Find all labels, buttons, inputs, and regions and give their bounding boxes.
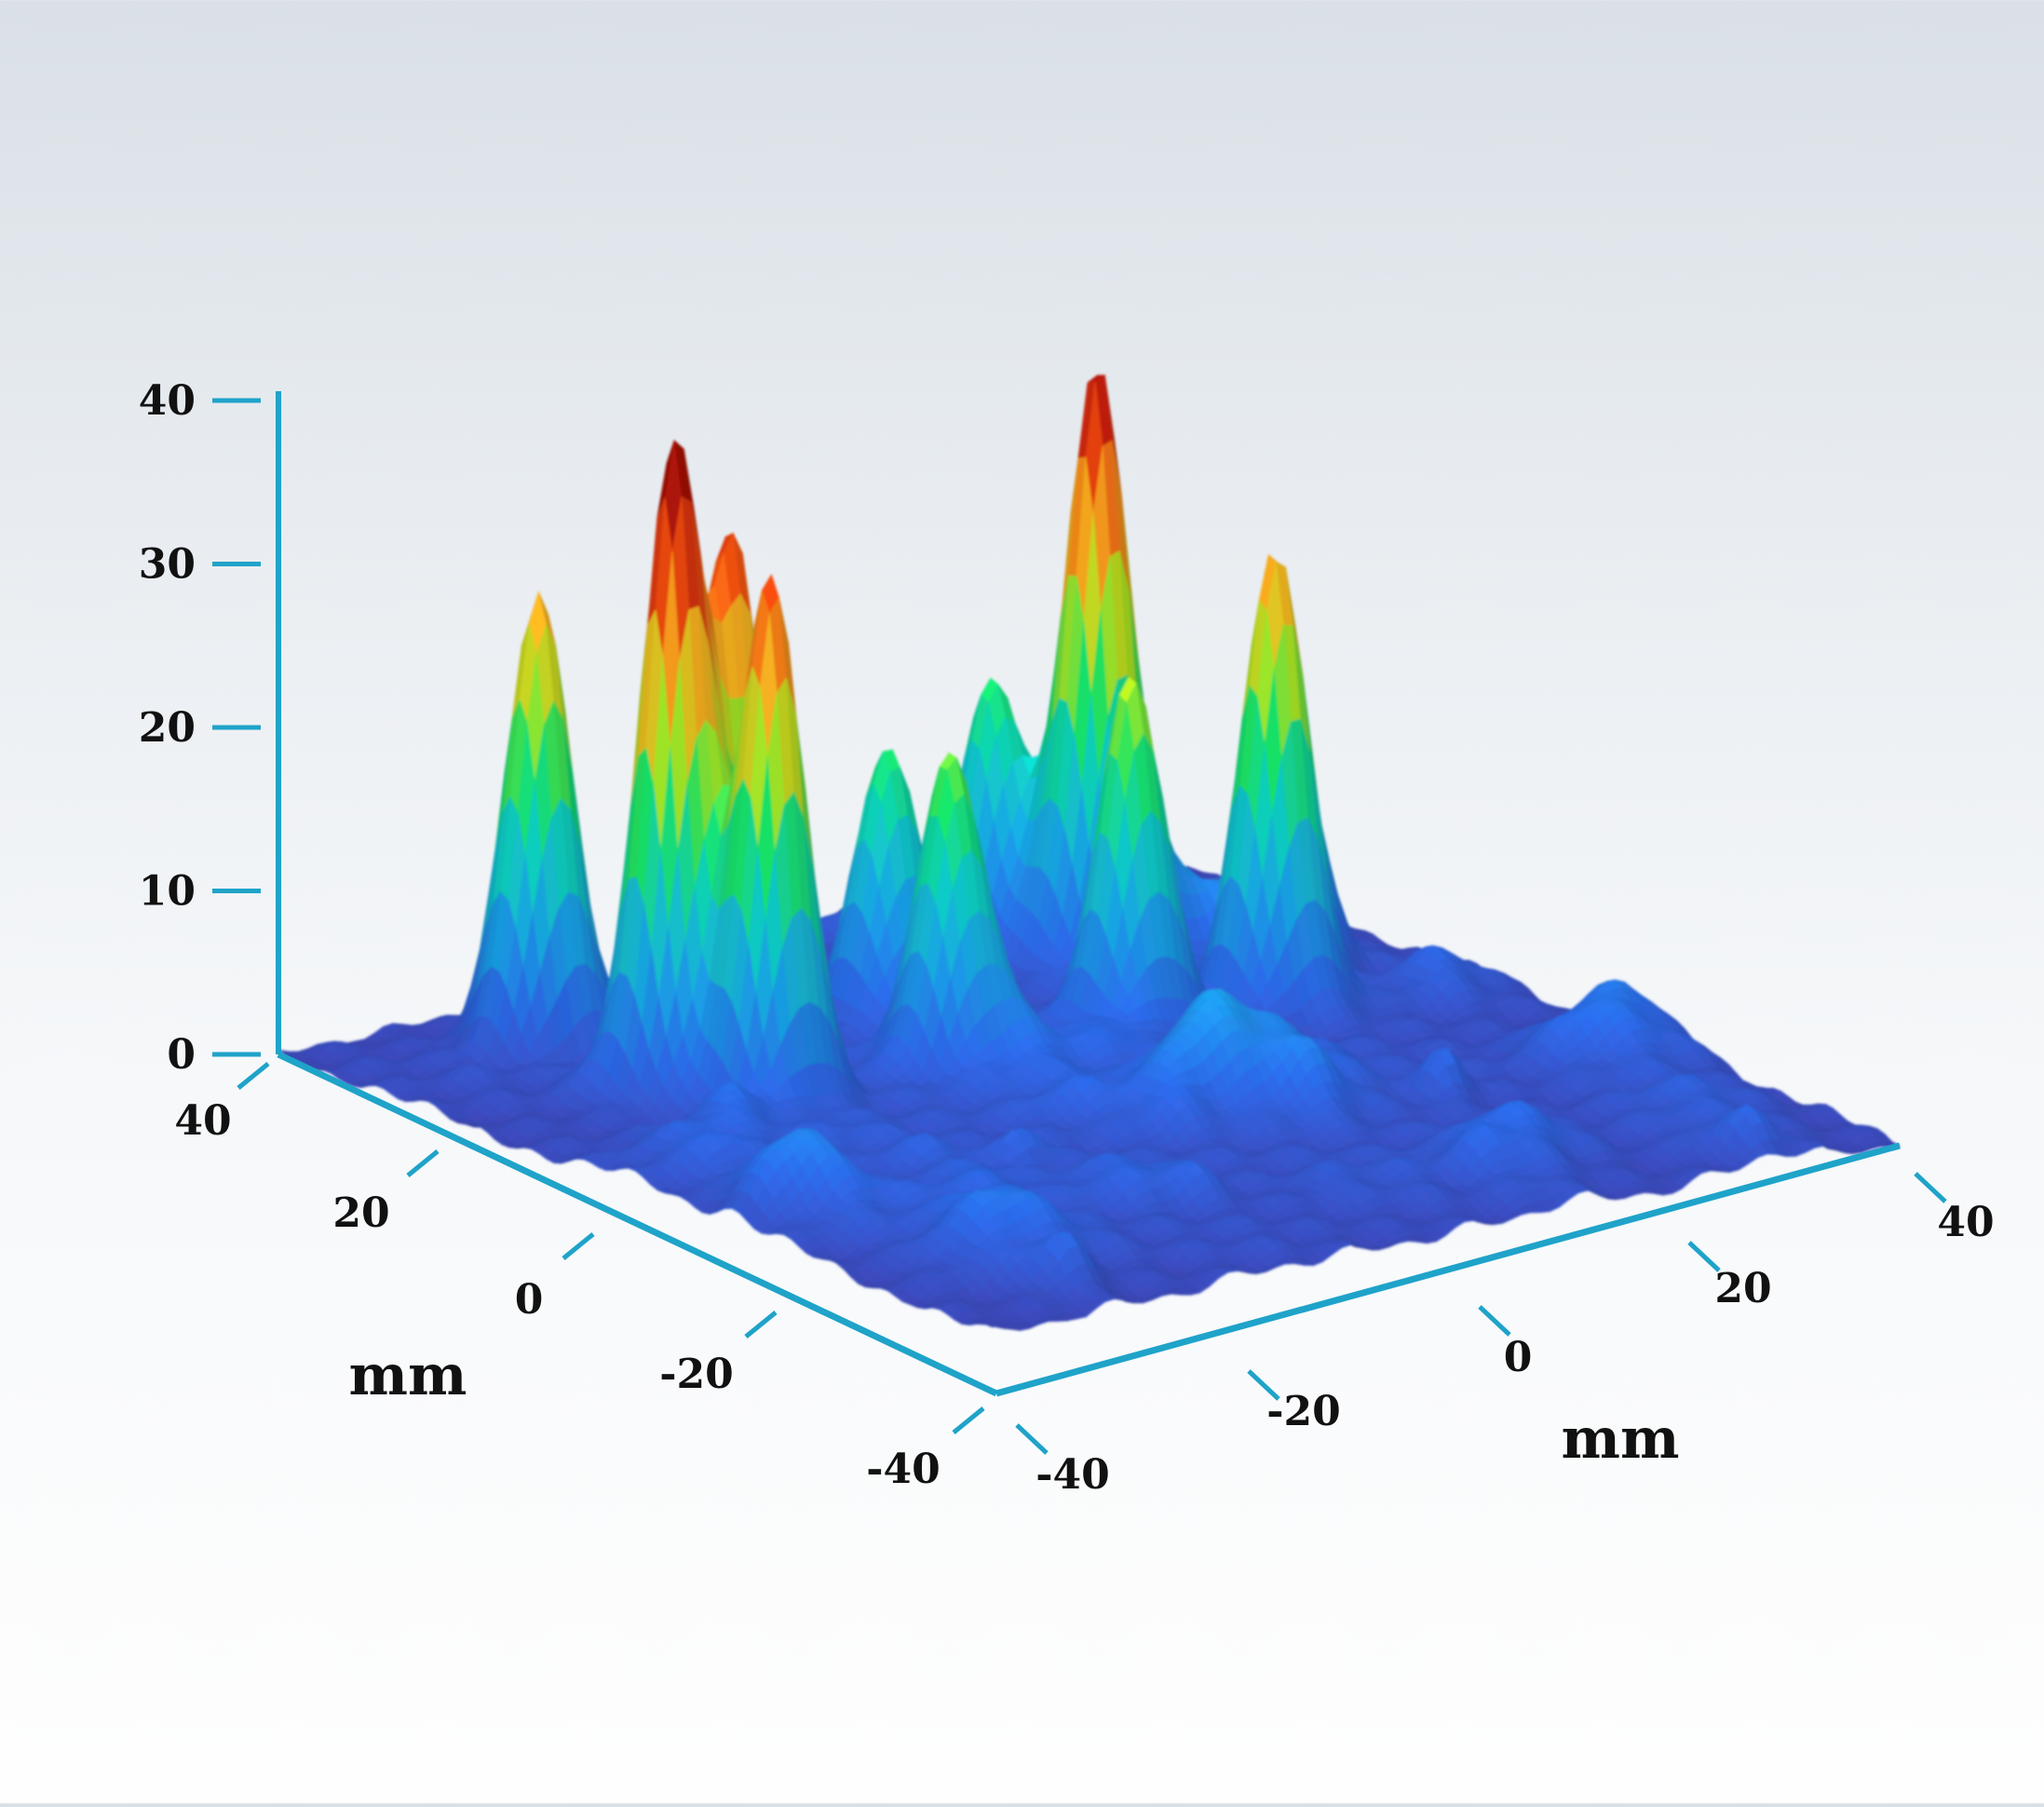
surface-mesh — [279, 375, 1900, 1330]
